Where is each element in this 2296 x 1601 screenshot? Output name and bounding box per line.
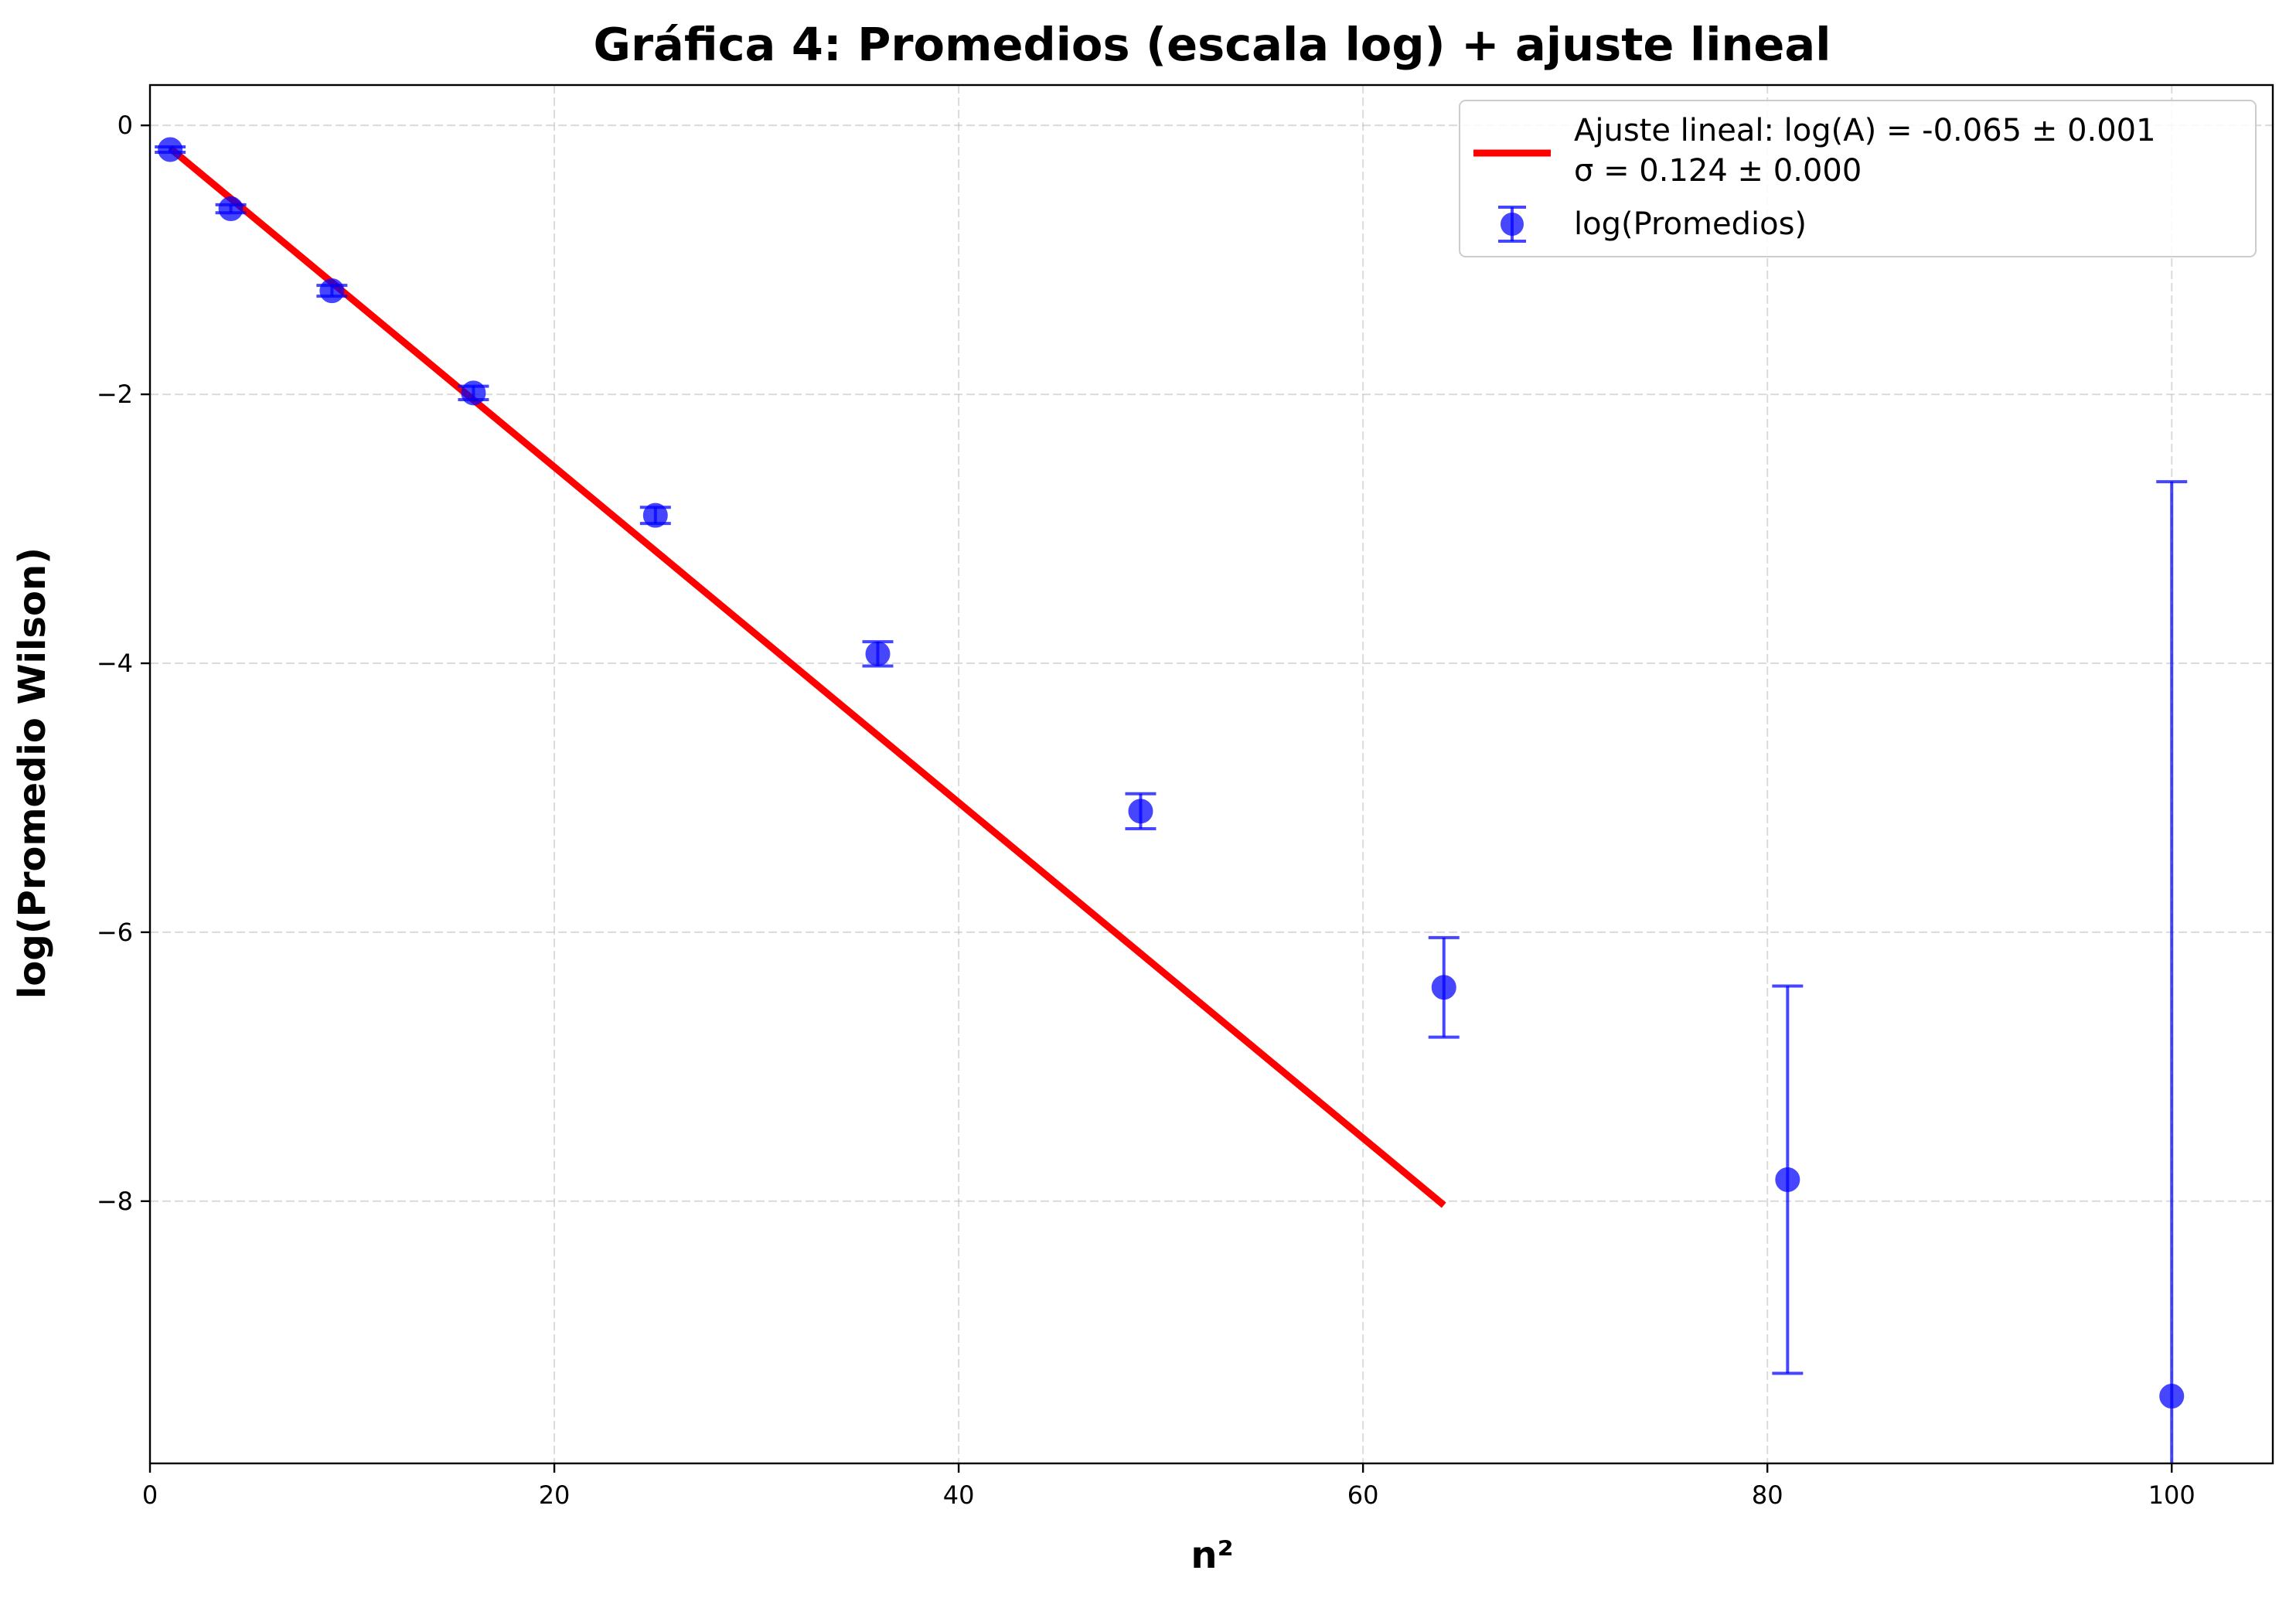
data-point-marker <box>1128 799 1153 824</box>
legend-box <box>1459 100 2257 257</box>
legend: Ajuste lineal: log(A) = -0.065 ± 0.001 σ … <box>1459 100 2257 257</box>
legend-points-label: log(Promedios) <box>1574 206 1807 242</box>
legend-points-swatch <box>1498 206 1526 243</box>
data-point <box>639 502 671 528</box>
data-point <box>215 196 247 222</box>
data-point-marker <box>642 502 668 528</box>
data-point-marker <box>1431 975 1456 1000</box>
data-point <box>316 278 348 304</box>
data-point-marker <box>158 137 183 162</box>
x-axis-label: n² <box>1191 1534 1233 1577</box>
x-tick-label: 80 <box>1752 1480 1783 1510</box>
data-point <box>1428 935 1460 1039</box>
data-point-marker <box>218 196 244 222</box>
data-point <box>2156 480 2188 1463</box>
x-tick-label: 60 <box>1347 1480 1379 1510</box>
x-tick-label: 40 <box>943 1480 975 1510</box>
fit-line <box>168 145 1446 1208</box>
data-point-marker <box>319 278 345 304</box>
x-tick-label: 100 <box>2148 1480 2196 1510</box>
y-tick-label: −6 <box>97 918 133 947</box>
data-point <box>862 640 894 668</box>
data-point <box>1125 792 1157 830</box>
y-tick-label: −2 <box>97 380 133 409</box>
plot-frame <box>148 83 2274 1465</box>
y-tick-label: 0 <box>118 111 133 140</box>
data-point-marker <box>461 380 486 406</box>
chart-title: Gráfica 4: Promedios (escala log) + ajus… <box>594 18 1831 71</box>
y-tick-label: −4 <box>97 649 133 678</box>
fit-series <box>168 145 1446 1208</box>
data-point <box>458 380 489 406</box>
data-point <box>1772 984 1804 1375</box>
grid <box>149 85 2273 1463</box>
x-tick-label: 0 <box>142 1480 158 1510</box>
legend-fit-label-line-1: Ajuste lineal: log(A) = -0.065 ± 0.001 <box>1574 113 2156 148</box>
data-point-marker <box>2159 1384 2185 1409</box>
data-point-marker <box>1775 1167 1800 1192</box>
y-tick-label: −8 <box>97 1187 133 1216</box>
axis-ticks: 0 20 40 60 80 100 0 −2 −4 −6 −8 <box>97 111 2196 1510</box>
y-axis-label: log(Promedio Wilson) <box>11 547 54 999</box>
x-tick-label: 20 <box>539 1480 571 1510</box>
legend-fit-label-line-2: σ = 0.124 ± 0.000 <box>1574 153 1862 189</box>
errorbar-series <box>155 137 2188 1463</box>
data-point-marker <box>865 641 891 666</box>
legend-swatch-marker <box>1501 213 1524 236</box>
data-point <box>155 137 186 162</box>
